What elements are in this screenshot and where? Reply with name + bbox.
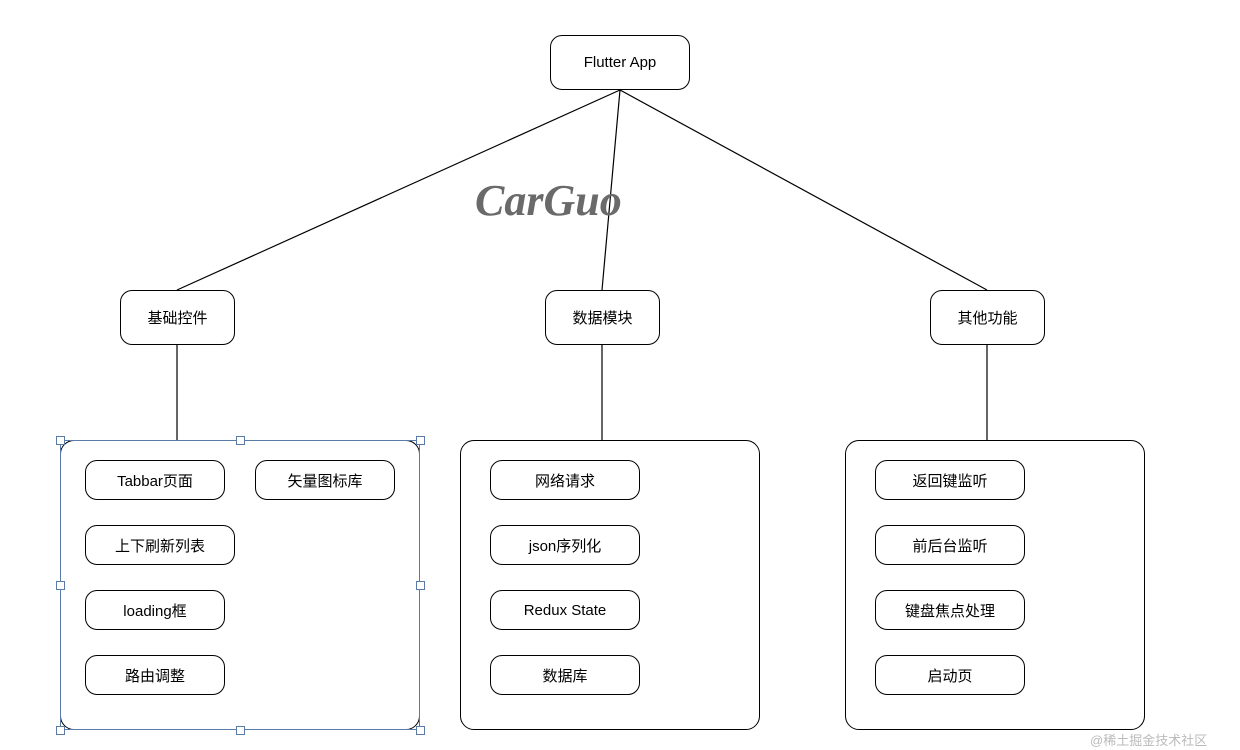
node-cat1: 基础控件 <box>120 290 235 345</box>
footer-watermark: @稀土掘金技术社区 <box>1090 730 1207 749</box>
node-fgbg: 前后台监听 <box>875 525 1025 565</box>
node-backkey: 返回键监听 <box>875 460 1025 500</box>
watermark: CarGuo <box>475 175 622 226</box>
node-cat3: 其他功能 <box>930 290 1045 345</box>
selection-handle[interactable] <box>236 726 245 735</box>
node-network: 网络请求 <box>490 460 640 500</box>
node-db: 数据库 <box>490 655 640 695</box>
node-loading: loading框 <box>85 590 225 630</box>
node-cat2: 数据模块 <box>545 290 660 345</box>
node-icons: 矢量图标库 <box>255 460 395 500</box>
node-refresh: 上下刷新列表 <box>85 525 235 565</box>
node-splash: 启动页 <box>875 655 1025 695</box>
selection-handle[interactable] <box>416 581 425 590</box>
selection-handle[interactable] <box>56 436 65 445</box>
selection-handle[interactable] <box>56 726 65 735</box>
node-root: Flutter App <box>550 35 690 90</box>
selection-handle[interactable] <box>236 436 245 445</box>
selection-handle[interactable] <box>56 581 65 590</box>
selection-handle[interactable] <box>416 726 425 735</box>
node-json: json序列化 <box>490 525 640 565</box>
node-tabbar: Tabbar页面 <box>85 460 225 500</box>
node-keyboard: 键盘焦点处理 <box>875 590 1025 630</box>
node-redux: Redux State <box>490 590 640 630</box>
selection-handle[interactable] <box>416 436 425 445</box>
node-route: 路由调整 <box>85 655 225 695</box>
